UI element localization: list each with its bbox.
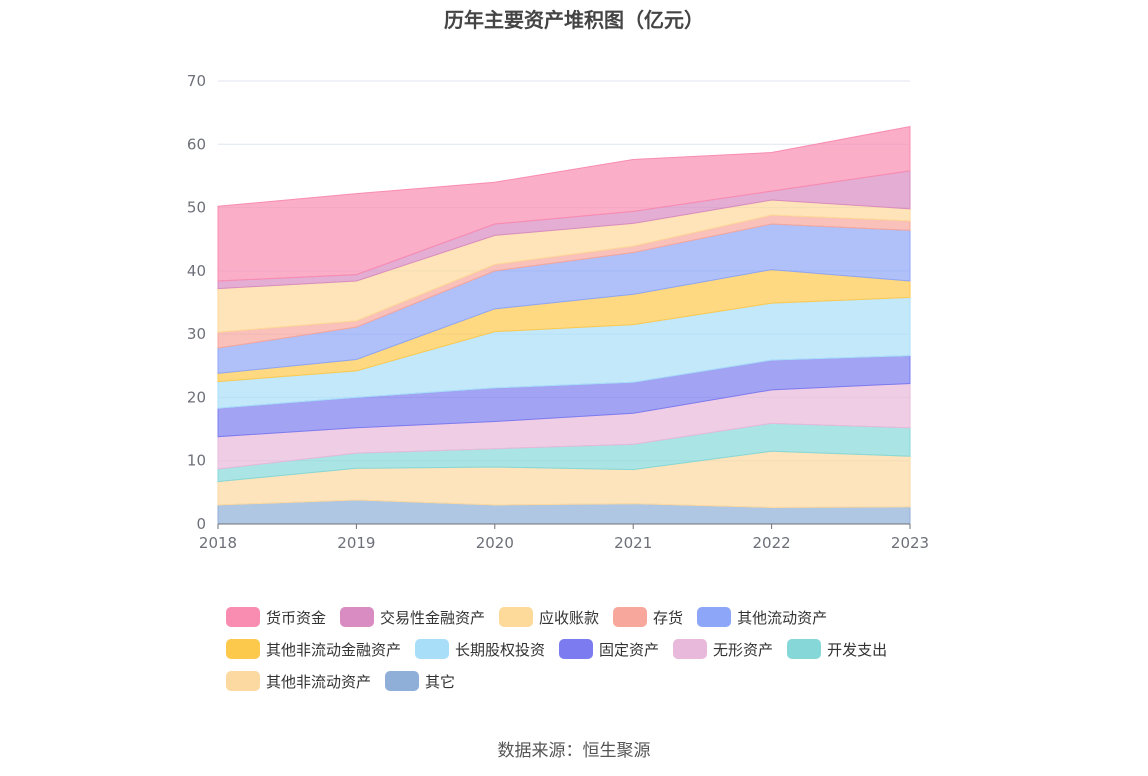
legend-item[interactable]: 固定资产 [559,638,659,660]
chart-title: 历年主要资产堆积图（亿元） [444,8,704,32]
x-tick-label: 2021 [614,534,652,552]
legend-item[interactable]: 货币资金 [226,606,326,628]
legend-label: 其它 [425,672,456,691]
legend-swatch [226,639,260,659]
legend-label: 无形资产 [713,640,774,659]
area-series-11 [217,125,911,282]
y-tick-label: 40 [187,262,206,280]
legend-label: 其他流动资产 [737,608,828,627]
legend-swatch [340,607,375,627]
axes: 0 10 20 30 40 50 60 70 2018 2019 2020 2021 2022 2023 [187,72,929,552]
legend-item[interactable]: 长期股权投资 [415,638,545,660]
legend-item[interactable]: 无形资产 [673,638,773,660]
legend-swatch [613,607,648,627]
legend-label: 开发支出 [827,640,888,659]
x-tick-label: 2020 [476,534,514,552]
legend-swatch [499,607,534,627]
legend-swatch [226,671,260,691]
legend-label: 其他非流动资产 [266,672,372,691]
area-series-layer [217,125,911,525]
legend-swatch [226,607,260,627]
legend-item[interactable]: 其他非流动金融资产 [226,638,401,660]
legend-swatch [787,639,822,659]
legend-label: 固定资产 [599,640,660,659]
x-tick-label: 2023 [891,534,929,552]
stacked-area-chart: 0 10 20 30 40 50 60 70 2018 2019 2020 2021 2022 2023 [187,72,929,552]
legend-swatch [385,671,420,691]
y-tick-label: 0 [196,515,206,533]
legend-label: 其他非流动金融资产 [266,640,402,659]
legend-label: 长期股权投资 [455,640,546,659]
x-tick-label: 2022 [753,534,791,552]
y-tick-label: 10 [187,452,206,470]
legend-label: 存货 [653,608,684,627]
legend-label: 交易性金融资产 [380,608,486,627]
legend-swatch [415,639,450,659]
legend-item[interactable]: 应收账款 [499,606,599,628]
y-tick-label: 50 [187,199,206,217]
legend-item[interactable]: 其它 [385,670,455,692]
y-tick-label: 70 [187,72,206,90]
legend-item[interactable]: 其他非流动资产 [226,670,371,692]
y-tick-label: 30 [187,325,206,343]
y-tick-label: 60 [187,135,206,153]
legend-swatch [559,639,594,659]
legend-item[interactable]: 存货 [613,606,683,628]
legend-label: 应收账款 [539,608,600,627]
legend-swatch [697,607,732,627]
chart-legend: 货币资金 交易性金融资产 应收账款 存货 其他流动资产其他非流动金融资产 长期股权投资 固定… [226,606,946,692]
data-source-note: 数据来源：恒生聚源 [497,741,651,761]
legend-item[interactable]: 其他流动资产 [697,606,827,628]
y-tick-label: 20 [187,388,206,406]
x-tick-label: 2019 [337,534,375,552]
legend-swatch [673,639,708,659]
legend-item[interactable]: 交易性金融资产 [340,606,485,628]
legend-label: 货币资金 [266,608,327,627]
x-tick-label: 2018 [199,534,237,552]
legend-item[interactable]: 开发支出 [787,638,887,660]
